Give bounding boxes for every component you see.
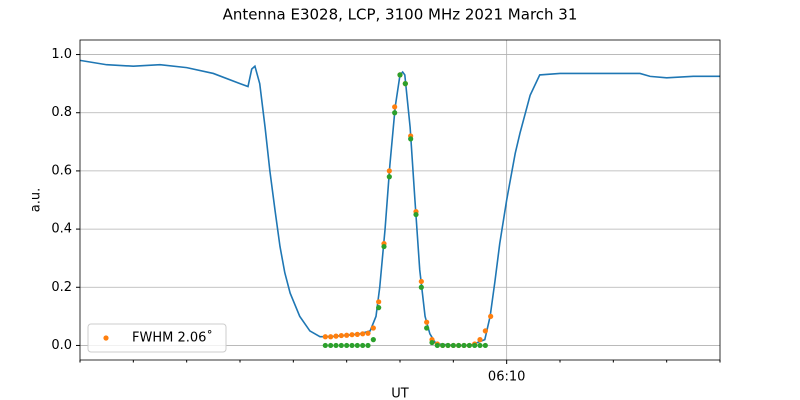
data-point [322, 342, 328, 349]
data-point [344, 332, 350, 338]
data-point [370, 337, 376, 343]
data-point [477, 342, 483, 349]
data-point [328, 342, 334, 349]
data-point [424, 319, 430, 325]
data-point [381, 243, 387, 250]
data-point [477, 337, 483, 343]
y-tick-label: 0.0 [51, 338, 72, 353]
data-point [365, 342, 371, 349]
y-tick-label: 0.6 [51, 163, 72, 178]
data-point [376, 305, 382, 311]
data-point [418, 284, 424, 290]
data-point [450, 342, 456, 349]
data-point [349, 332, 355, 338]
y-tick-label: 0.4 [51, 222, 72, 237]
data-point [376, 299, 382, 305]
data-point [445, 342, 451, 349]
data-point [386, 174, 392, 180]
data-point [472, 342, 478, 349]
data-point [418, 278, 424, 285]
legend-label: FWHM 2.06˚ [132, 330, 213, 346]
data-point [360, 342, 366, 349]
data-point [386, 168, 392, 174]
data-point [429, 339, 435, 346]
data-point [408, 136, 414, 142]
data-point [349, 342, 355, 349]
data-point [322, 334, 328, 340]
data-point [424, 325, 430, 331]
data-point [365, 330, 371, 336]
data-point [466, 342, 472, 349]
data-point [392, 104, 398, 110]
data-point [461, 342, 467, 349]
data-point [360, 331, 366, 337]
data-point [333, 333, 339, 339]
y-axis-label: a.u. [29, 188, 44, 212]
data-point [482, 342, 488, 349]
data-point [413, 211, 419, 218]
data-point [392, 110, 398, 116]
chart-title: Antenna E3028, LCP, 3100 MHz 2021 March … [223, 6, 578, 24]
data-point [440, 342, 446, 349]
legend-box [87, 323, 227, 353]
data-point [370, 325, 376, 331]
x-axis-label: UT [391, 387, 409, 400]
data-point [482, 328, 488, 334]
data-point [456, 342, 462, 349]
data-point [354, 342, 360, 349]
data-point [344, 342, 350, 349]
data-point [338, 342, 344, 349]
y-tick-label: 0.2 [51, 280, 72, 295]
data-point [333, 342, 339, 349]
x-tick-label: 06:10 [488, 370, 525, 385]
data-point [488, 313, 494, 319]
data-point [434, 342, 440, 349]
data-line [79, 59, 720, 347]
data-point [328, 334, 334, 340]
data-point [397, 72, 403, 78]
y-tick-label: 1.0 [51, 47, 72, 62]
data-point [354, 331, 360, 337]
legend-marker [103, 335, 109, 341]
y-tick-label: 0.8 [51, 105, 72, 120]
data-point [402, 81, 408, 87]
plot-frame [79, 39, 721, 361]
data-point [338, 332, 344, 339]
